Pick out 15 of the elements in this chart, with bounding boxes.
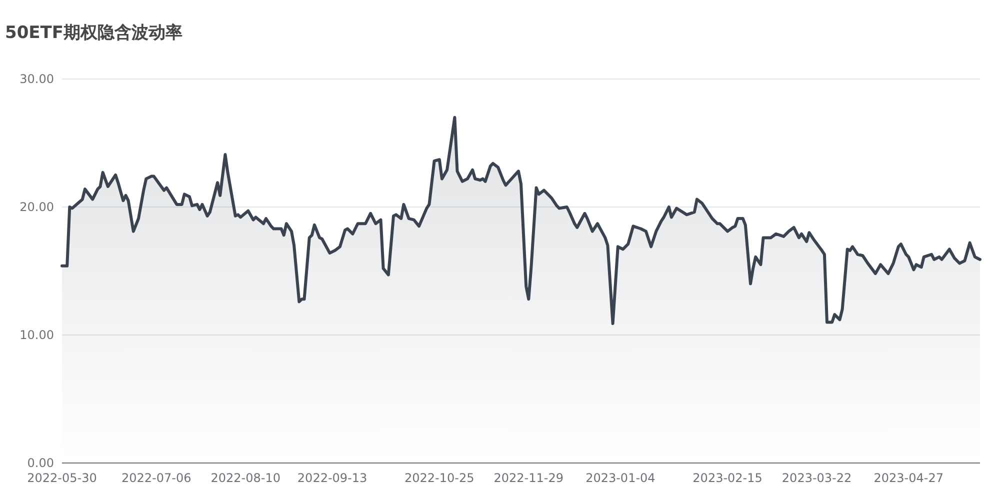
x-tick-label: 2022-07-06: [121, 471, 192, 485]
y-tick-label: 20.00: [20, 200, 54, 214]
chart-title: 50ETF期权隐含波动率: [5, 23, 182, 43]
y-tick-label: 0.00: [27, 456, 54, 470]
x-tick-label: 2022-09-13: [297, 471, 368, 485]
x-tick-label: 2023-03-22: [782, 471, 852, 485]
x-tick-label: 2023-02-15: [692, 471, 762, 485]
x-tick-label: 2023-04-27: [874, 471, 944, 485]
x-tick-label: 2022-08-10: [210, 471, 280, 485]
y-tick-label: 30.00: [20, 72, 54, 86]
x-tick-label: 2022-11-29: [494, 471, 564, 485]
y-tick-label: 10.00: [20, 328, 54, 342]
x-tick-label: 2022-10-25: [404, 471, 474, 485]
x-tick-label: 2023-01-04: [586, 471, 656, 485]
x-tick-label: 2022-05-30: [27, 471, 97, 485]
